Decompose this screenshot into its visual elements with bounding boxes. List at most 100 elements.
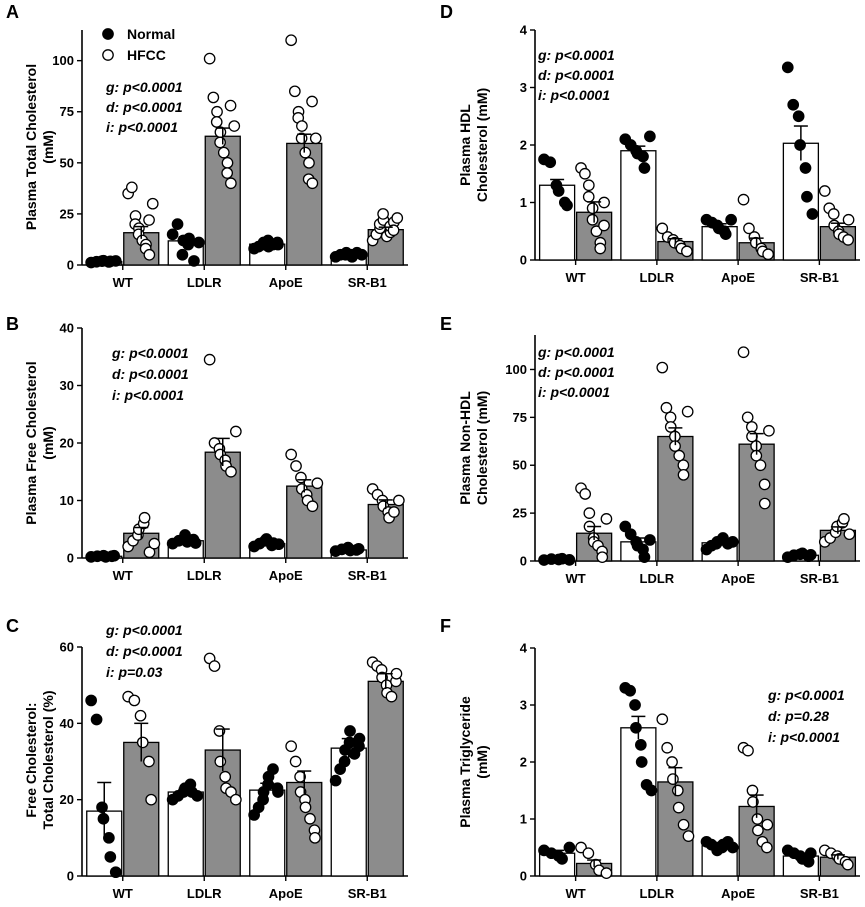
data-point-hfcc [143,248,156,261]
y-tick-label: 3 [520,80,527,95]
y-tick-label: 25 [60,206,74,221]
stat-annotation: d: p=0.28 [768,708,829,724]
x-tick-label: ApoE [269,886,303,901]
stat-annotation: i: p<0.0001 [538,384,610,400]
data-point-hfcc [306,95,318,108]
stat-annotation: d: p<0.0001 [106,643,183,659]
data-point-normal [630,721,642,734]
data-point-hfcc [582,179,595,192]
data-point-normal [719,228,732,240]
data-point-normal [166,228,179,241]
x-tick-label: LDLR [187,886,222,901]
y-tick-label: 75 [513,410,527,425]
data-point-hfcc [681,245,693,258]
stat-annotation: g: p<0.0001 [105,622,183,638]
y-tick-label: 30 [60,378,74,393]
data-point-hfcc [285,740,297,753]
data-point-hfcc [754,459,767,472]
data-point-hfcc [677,459,690,472]
y-tick-label: 60 [60,640,74,655]
data-point-normal [109,866,122,879]
y-tick-label: 100 [505,362,527,377]
data-point-hfcc [656,361,669,374]
data-point-normal [638,551,651,564]
data-point-hfcc [311,477,324,490]
data-point-normal [189,537,202,549]
y-tick-label: 2 [520,138,527,153]
data-point-hfcc [737,346,750,359]
bar-normal-wt [538,184,576,261]
data-point-hfcc [221,167,234,179]
data-point-hfcc [225,465,237,478]
y-tick-label: 4 [520,23,528,38]
data-point-hfcc [385,690,398,703]
data-point-normal [806,208,819,220]
data-point-hfcc [285,34,297,47]
y-tick-label: 0 [67,258,74,273]
data-point-normal [792,110,805,123]
data-point-normal [644,534,656,546]
y-axis-title-line: Plasma Triglyceride [457,696,473,828]
panel-label: B [6,314,19,334]
data-point-normal [799,162,812,174]
data-point-normal [176,248,189,261]
stat-annotation: g: p<0.0001 [537,47,615,63]
x-tick-label: WT [566,270,586,285]
y-tick-label: 25 [513,506,527,521]
data-point-hfcc [656,713,669,726]
data-point-hfcc [225,177,237,190]
stat-annotation: d: p<0.0001 [106,99,183,115]
stat-annotation: i: p<0.0001 [106,119,178,135]
data-point-normal [794,139,806,151]
data-point-hfcc [228,120,241,132]
data-point-hfcc [594,242,607,255]
data-point-hfcc [667,773,679,785]
y-axis-title: Plasma Total Cholesterol(mM) [23,64,56,230]
data-point-hfcc [285,448,297,461]
data-point-hfcc [656,222,669,235]
data-point-hfcc [664,421,677,433]
data-point-hfcc [745,421,758,433]
x-tick-label: ApoE [269,568,303,583]
x-tick-label: LDLR [187,568,222,583]
x-tick-label: WT [113,275,133,290]
data-point-normal [561,199,573,212]
data-point-hfcc [134,709,147,722]
data-point-hfcc [143,214,155,226]
x-tick-label: LDLR [187,275,222,290]
data-point-hfcc [306,177,319,190]
data-point-hfcc [143,546,156,559]
x-tick-label: WT [113,568,133,583]
data-point-hfcc [309,831,321,844]
panel-label: F [440,616,451,636]
panel-b: B Plasma Free Cholesterol(mM) 0 10 20 30 40 WT L… [6,314,408,583]
data-point-normal [267,763,279,775]
data-point-normal [544,156,557,169]
data-point-hfcc [751,813,764,825]
data-point-hfcc [760,841,773,854]
stat-annotation: i: p<0.0001 [112,387,184,403]
data-point-hfcc [841,858,854,871]
data-point-normal [563,554,576,566]
data-point-hfcc [304,812,316,825]
y-axis-title-line: Total Cholesterol (%) [40,691,56,830]
data-point-hfcc [224,99,237,112]
data-point-hfcc [230,425,242,438]
data-point-normal [725,213,737,226]
data-point-normal [193,236,205,249]
y-tick-label: 3 [520,698,527,713]
data-point-hfcc [391,212,404,224]
data-point-hfcc [673,449,686,462]
legend-marker-normal [102,28,114,40]
data-point-hfcc [230,793,242,806]
data-point-hfcc [583,507,596,519]
bar-normal-sr-b1 [782,142,820,261]
data-point-hfcc [746,430,758,443]
stat-annotation: g: p<0.0001 [537,344,615,360]
data-point-hfcc [741,411,754,424]
data-point-hfcc [761,818,774,831]
data-point-hfcc [289,755,302,768]
data-point-hfcc [737,193,750,206]
data-point-hfcc [214,136,226,149]
data-point-normal [191,789,204,802]
